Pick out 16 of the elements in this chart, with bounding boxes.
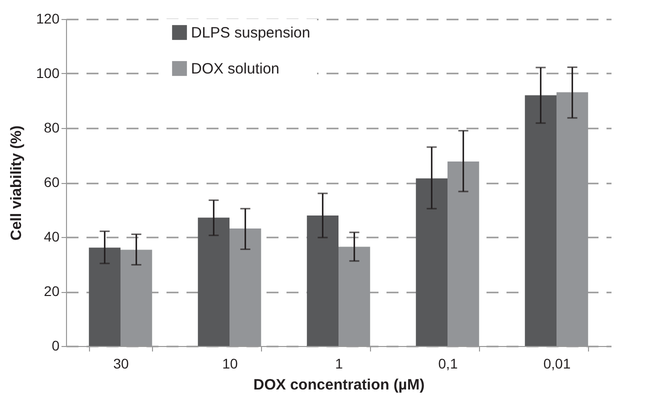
x-tick-label: 1 bbox=[335, 356, 344, 372]
x-tick-label: 0,01 bbox=[543, 356, 571, 372]
y-tick-label: 60 bbox=[44, 174, 60, 190]
x-tick-label: 0,1 bbox=[438, 356, 458, 372]
legend-label: DOX solution bbox=[191, 60, 280, 78]
x-tick-label: 10 bbox=[222, 356, 238, 372]
x-axis-title: DOX concentration (µM) bbox=[253, 376, 425, 394]
y-tick-label: 0 bbox=[52, 338, 60, 354]
y-axis-title: Cell viability (%) bbox=[8, 125, 26, 241]
y-tick-label: 40 bbox=[44, 228, 60, 244]
legend-label: DLPS suspension bbox=[191, 24, 310, 42]
y-tick-label: 120 bbox=[36, 10, 60, 26]
y-tick-label: 20 bbox=[44, 283, 60, 299]
y-tick-label: 100 bbox=[36, 65, 60, 81]
x-tick-label: 30 bbox=[113, 356, 129, 372]
y-tick-label: 80 bbox=[44, 120, 60, 136]
